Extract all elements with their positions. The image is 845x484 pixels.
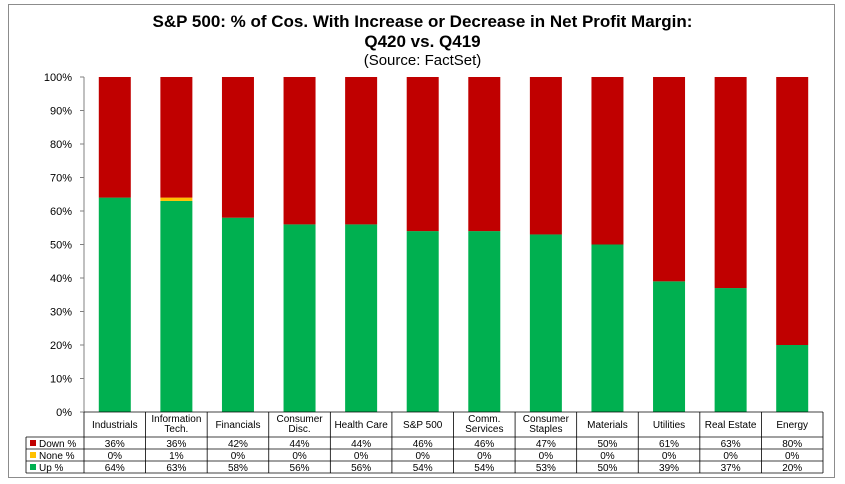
- bar-segment-up: [468, 231, 501, 412]
- y-tick-label: 100%: [44, 72, 72, 84]
- data-value-label: 46%: [474, 439, 494, 450]
- chart-title-line2: Q420 vs. Q419: [364, 32, 481, 51]
- x-category-label: S&P 500: [403, 420, 443, 431]
- data-value-label: 50%: [597, 463, 617, 474]
- data-value-label: 0%: [415, 451, 430, 462]
- x-category-label: Materials: [587, 420, 628, 431]
- bar-segment-up: [591, 244, 624, 412]
- x-category-label: Financials: [215, 420, 260, 431]
- x-category-label: Energy: [776, 420, 808, 431]
- data-value-label: 53%: [536, 463, 556, 474]
- data-value-label: 20%: [782, 463, 802, 474]
- legend-label: Up %: [39, 463, 64, 474]
- data-value-label: 1%: [169, 451, 184, 462]
- data-value-label: 54%: [413, 463, 433, 474]
- data-value-label: 58%: [228, 463, 248, 474]
- y-tick-label: 10%: [50, 374, 72, 386]
- y-tick-label: 20%: [50, 340, 72, 352]
- data-value-label: 0%: [723, 451, 738, 462]
- x-category-label: Staples: [529, 424, 562, 435]
- bar-segment-down: [160, 77, 193, 198]
- data-value-label: 36%: [166, 439, 186, 450]
- legend-key-swatch: [30, 440, 36, 446]
- data-value-label: 0%: [231, 451, 246, 462]
- x-category-label: Disc.: [288, 424, 310, 435]
- chart-title-block: S&P 500: % of Cos. With Increase or Decr…: [0, 12, 845, 70]
- data-value-label: 36%: [105, 439, 125, 450]
- bar-segment-down: [653, 77, 686, 282]
- data-value-label: 54%: [474, 463, 494, 474]
- chart-title: S&P 500: % of Cos. With Increase or Decr…: [152, 12, 693, 31]
- data-value-label: 37%: [721, 463, 741, 474]
- bar-segment-none: [160, 197, 193, 201]
- data-value-label: 80%: [782, 439, 802, 450]
- legend-label: Down %: [39, 439, 76, 450]
- legend-key-swatch: [30, 464, 36, 470]
- bar-segment-up: [529, 234, 562, 412]
- bar-segment-up: [345, 224, 378, 412]
- y-tick-label: 80%: [50, 139, 72, 151]
- bar-segment-down: [221, 77, 254, 218]
- x-category-label: Tech.: [164, 424, 188, 435]
- y-tick-label: 50%: [50, 240, 72, 252]
- data-value-label: 44%: [290, 439, 310, 450]
- bar-segment-down: [714, 77, 747, 289]
- data-value-label: 0%: [108, 451, 123, 462]
- x-category-label: Consumer: [523, 414, 570, 425]
- x-category-label: Utilities: [653, 420, 685, 431]
- chart-subtitle: (Source: FactSet): [363, 52, 482, 69]
- y-tick-label: 40%: [50, 273, 72, 285]
- y-tick-label: 30%: [50, 307, 72, 319]
- bar-segment-up: [653, 281, 686, 412]
- data-value-label: 0%: [662, 451, 677, 462]
- data-value-label: 56%: [351, 463, 371, 474]
- y-tick-label: 0%: [56, 407, 72, 419]
- x-category-label: Services: [465, 424, 503, 435]
- bar-segment-down: [529, 77, 562, 235]
- data-value-label: 0%: [292, 451, 307, 462]
- x-category-label: Industrials: [92, 420, 138, 431]
- x-category-label: Consumer: [276, 414, 323, 425]
- bar-segment-up: [283, 224, 316, 412]
- data-value-label: 0%: [785, 451, 800, 462]
- bar-segment-down: [468, 77, 501, 232]
- data-value-label: 61%: [659, 439, 679, 450]
- y-tick-label: 70%: [50, 173, 72, 185]
- bar-segment-up: [160, 200, 193, 412]
- x-category-label: Comm.: [468, 414, 500, 425]
- data-value-label: 64%: [105, 463, 125, 474]
- data-value-label: 47%: [536, 439, 556, 450]
- bar-segment-up: [776, 345, 809, 412]
- data-value-label: 0%: [539, 451, 554, 462]
- data-value-label: 42%: [228, 439, 248, 450]
- bar-segment-up: [221, 217, 254, 412]
- data-value-label: 39%: [659, 463, 679, 474]
- data-value-label: 50%: [597, 439, 617, 450]
- bar-segment-down: [776, 77, 809, 345]
- bar-segment-up: [406, 231, 439, 412]
- data-value-label: 63%: [721, 439, 741, 450]
- bar-segment-down: [345, 77, 378, 225]
- x-category-label: Health Care: [334, 420, 388, 431]
- data-value-label: 56%: [290, 463, 310, 474]
- data-value-label: 63%: [166, 463, 186, 474]
- data-value-label: 44%: [351, 439, 371, 450]
- bar-segment-down: [98, 77, 131, 198]
- bar-segment-down: [283, 77, 316, 225]
- y-tick-label: 90%: [50, 106, 72, 118]
- legend-label: None %: [39, 451, 75, 462]
- data-value-label: 0%: [600, 451, 615, 462]
- x-category-label: Information: [151, 414, 201, 425]
- bar-segment-down: [591, 77, 624, 245]
- bar-segment-up: [98, 197, 131, 412]
- data-value-label: 0%: [354, 451, 369, 462]
- bar-segment-up: [714, 288, 747, 412]
- y-tick-label: 60%: [50, 206, 72, 218]
- data-value-label: 46%: [413, 439, 433, 450]
- bar-segment-down: [406, 77, 439, 232]
- legend-key-swatch: [30, 452, 36, 458]
- data-value-label: 0%: [477, 451, 492, 462]
- x-category-label: Real Estate: [705, 420, 757, 431]
